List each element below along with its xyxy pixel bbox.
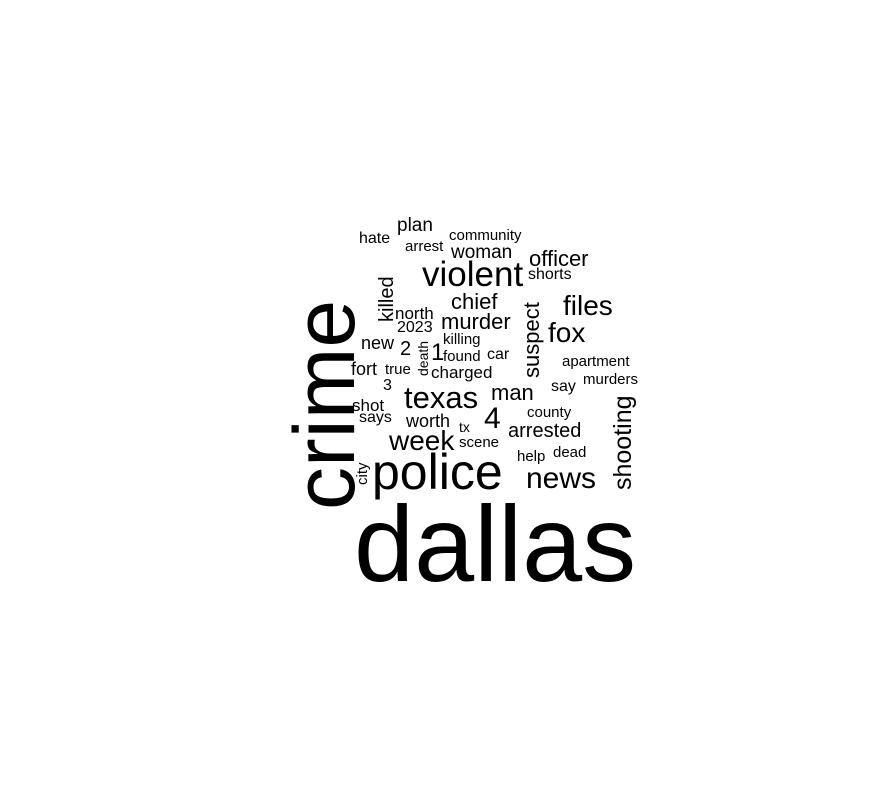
word-killing: killing bbox=[443, 331, 481, 348]
word-say: say bbox=[551, 378, 576, 395]
word-violent: violent bbox=[422, 255, 524, 294]
word-north: north bbox=[395, 304, 434, 323]
word-files: files bbox=[563, 290, 613, 321]
word-arrested: arrested bbox=[508, 420, 582, 442]
word-plan: plan bbox=[397, 215, 433, 236]
word-murder: murder bbox=[441, 309, 511, 334]
word-2: 2 bbox=[400, 338, 412, 360]
word-news: news bbox=[526, 462, 597, 495]
word-worth: worth bbox=[406, 411, 451, 431]
word-says: says bbox=[359, 409, 392, 426]
word-police: police bbox=[372, 444, 503, 500]
word-4: 4 bbox=[484, 402, 501, 435]
word-dallas: dallas bbox=[354, 483, 637, 604]
word-fox: fox bbox=[548, 317, 586, 348]
word-3: 3 bbox=[383, 377, 392, 394]
word-found: found bbox=[443, 348, 481, 365]
word-woman: woman bbox=[451, 242, 513, 263]
word-murders: murders bbox=[583, 371, 639, 388]
word-1: 1 bbox=[431, 339, 445, 366]
word-charged: charged bbox=[431, 363, 493, 382]
word-true: true bbox=[385, 361, 411, 378]
word-shorts: shorts bbox=[528, 266, 572, 283]
word-tx: tx bbox=[459, 419, 470, 435]
word-chief: chief bbox=[451, 289, 498, 314]
word-help: help bbox=[517, 448, 546, 465]
word-scene: scene bbox=[459, 434, 500, 451]
word-hate: hate bbox=[359, 230, 391, 247]
word-car: car bbox=[487, 346, 510, 363]
word-dead: dead bbox=[553, 444, 587, 461]
word-man: man bbox=[491, 380, 534, 405]
word-killed: killed bbox=[376, 276, 398, 322]
word-fort: fort bbox=[351, 359, 378, 379]
word-arrest: arrest bbox=[405, 238, 444, 255]
word-community: community bbox=[449, 227, 522, 244]
word-new: new bbox=[361, 333, 395, 353]
word-week: week bbox=[389, 425, 455, 456]
word-officer: officer bbox=[529, 246, 589, 271]
word-texas: texas bbox=[404, 380, 479, 415]
word-death: death bbox=[415, 340, 431, 376]
word-shot: shot bbox=[352, 396, 385, 415]
word-suspect: suspect bbox=[519, 302, 544, 378]
word-2023: 2023 bbox=[397, 319, 433, 336]
word-county: county bbox=[527, 404, 572, 421]
word-shooting: shooting bbox=[609, 395, 637, 490]
word-apartment: apartment bbox=[562, 353, 630, 370]
word-city: city bbox=[354, 462, 371, 486]
